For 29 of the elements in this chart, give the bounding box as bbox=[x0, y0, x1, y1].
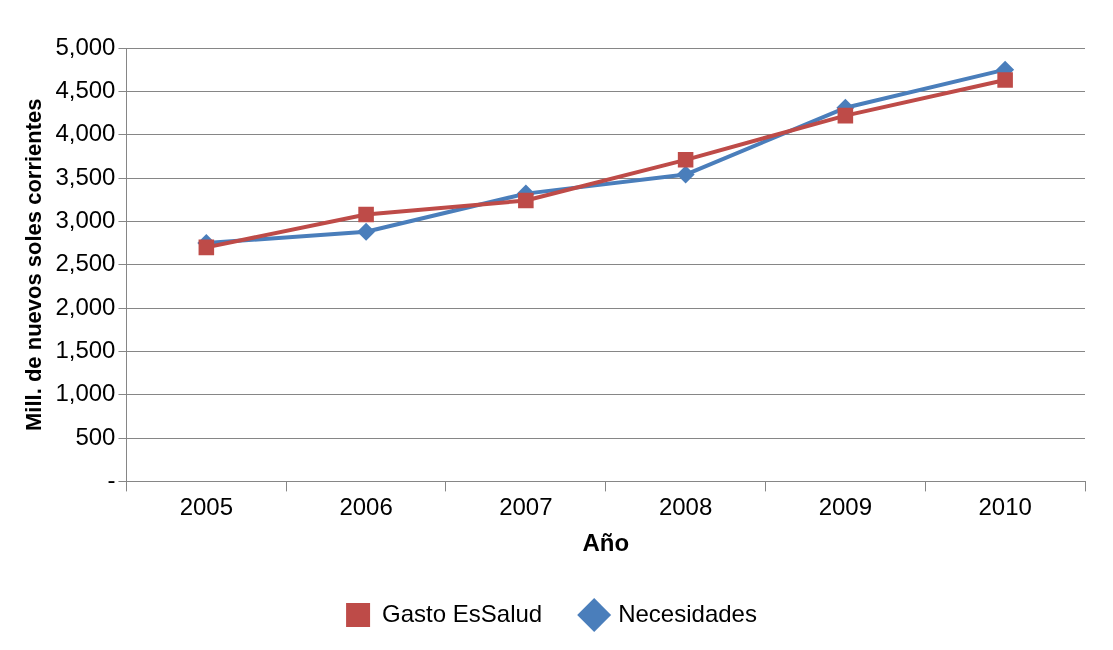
y-tick-label: 5,000 bbox=[55, 32, 116, 60]
x-tick-label: 2009 bbox=[818, 493, 873, 521]
y-tick-label: 1,000 bbox=[55, 379, 116, 407]
y-tick-label: 3,000 bbox=[55, 205, 116, 233]
point bbox=[358, 206, 374, 223]
legend-label: Gasto EsSalud bbox=[382, 599, 543, 627]
point bbox=[997, 72, 1013, 88]
x-tick-label: 2010 bbox=[978, 493, 1032, 521]
point bbox=[198, 239, 215, 256]
y-tick-label: 4,000 bbox=[55, 119, 116, 147]
y-tick-label: 2,000 bbox=[55, 292, 116, 320]
y-tick-label: 3,500 bbox=[55, 162, 116, 190]
x-axis-title: Año bbox=[582, 529, 630, 557]
y-axis-title: Mill. de nuevos soles corrientes bbox=[21, 98, 47, 431]
point bbox=[357, 222, 376, 241]
y-tick-label: 1,500 bbox=[55, 336, 116, 364]
y-tick-label: 4,500 bbox=[55, 75, 116, 103]
legend-label: Necesidades bbox=[618, 599, 757, 627]
y-tick-label: 500 bbox=[75, 422, 116, 450]
x-tick-label: 2008 bbox=[658, 493, 713, 521]
point bbox=[676, 165, 695, 184]
x-tick-label: 2005 bbox=[179, 493, 234, 521]
x-tick-label: 2006 bbox=[339, 493, 393, 521]
point bbox=[677, 152, 694, 168]
point bbox=[837, 107, 854, 124]
y-tick-label: 2,500 bbox=[55, 249, 116, 277]
point bbox=[518, 192, 534, 209]
x-tick-label: 2007 bbox=[499, 493, 553, 521]
y-tick-label: - bbox=[107, 466, 116, 494]
